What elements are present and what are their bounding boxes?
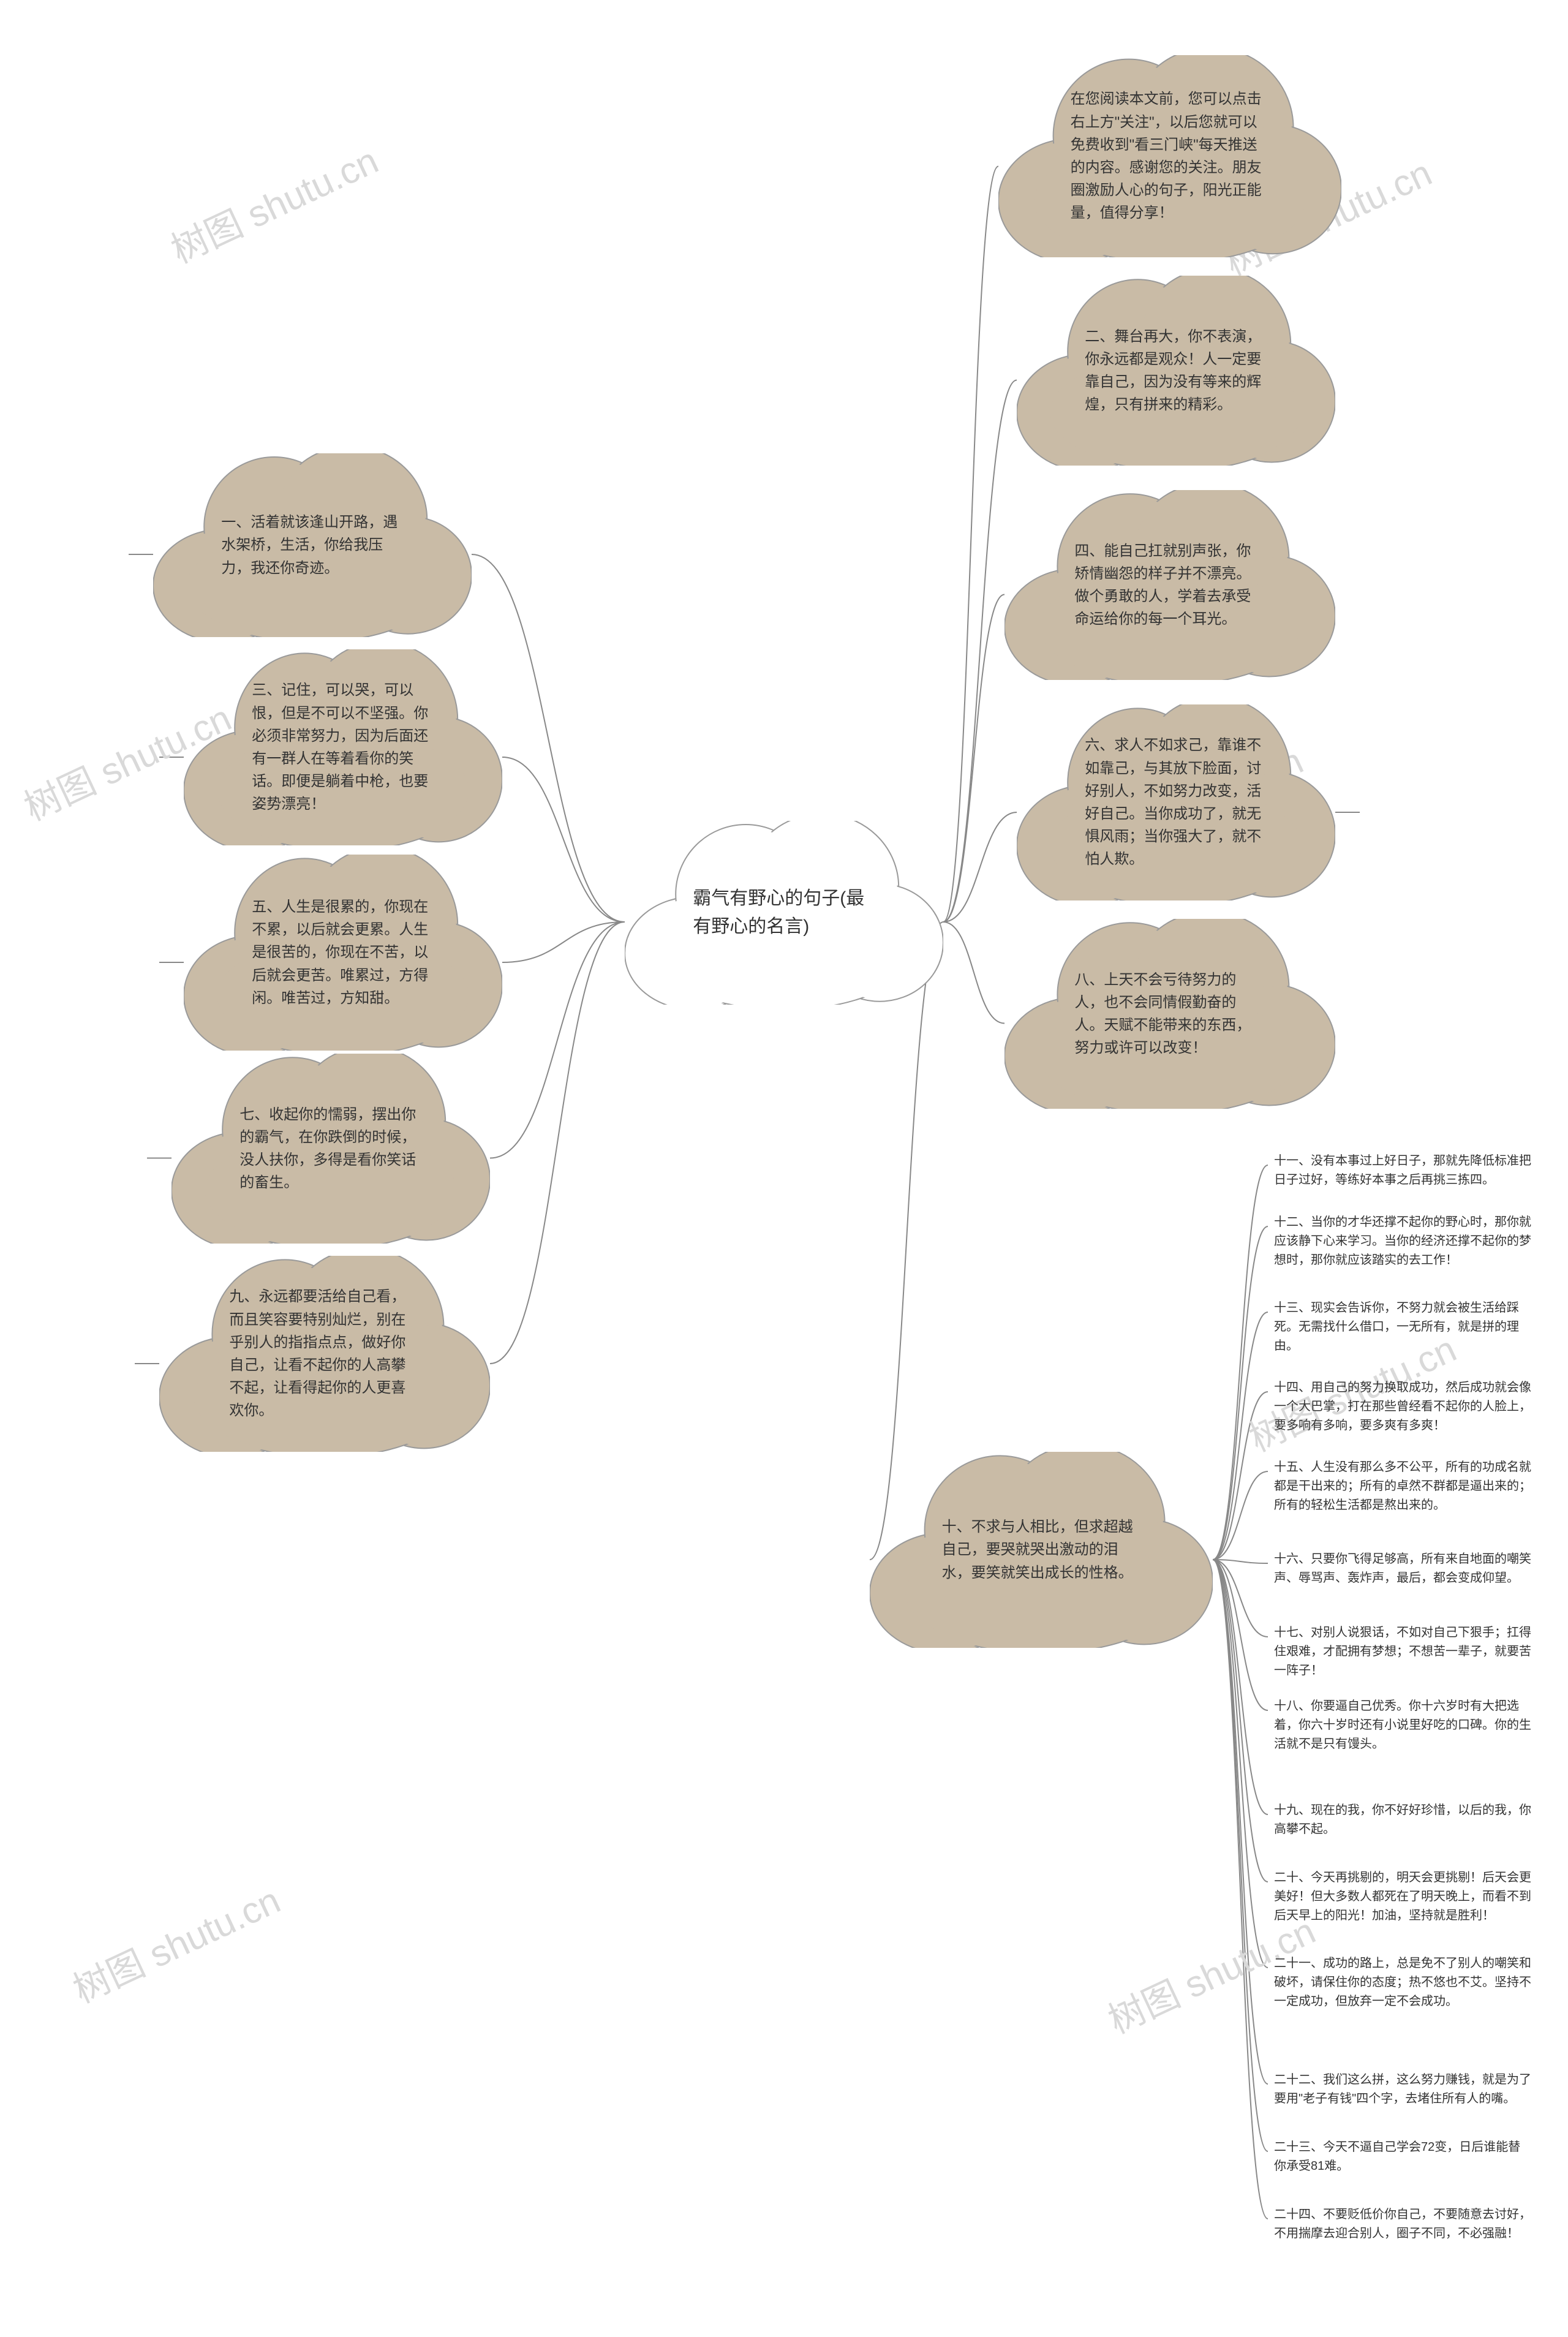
sub-node-15: 十五、人生没有那么多不公平，所有的功成名就都是干出来的；所有的卓然不群都是逼出来… [1274,1458,1531,1515]
sub-node-20: 二十、今天再挑剔的，明天会更挑剔！后天会更美好！但大多数人都死在了明天晚上，而看… [1274,1868,1531,1925]
edge [943,922,1005,1024]
sub-node-18: 十八、你要逼自己优秀。你十六岁时有大把选着，你六十岁时还有小说里好吃的口碑。你的… [1274,1697,1531,1754]
right-node-6-text: 十、不求与人相比，但求超越自己，要哭就哭出激动的泪水，要笑就笑出成长的性格。 [925,1508,1158,1591]
edge [1213,1560,1268,2219]
center-node-text: 霸气有野心的句子(最有野心的名言) [676,877,892,949]
edge [502,922,625,962]
right-node-1-text: 在您阅读本文前，您可以点击右上方"关注"，以后您就可以免费收到"看三门峡"每天推… [1054,80,1287,232]
edge [490,922,625,1364]
edge [1213,1392,1268,1560]
edge [1213,1312,1268,1560]
right-node-4: 六、求人不如求己，靠谁不如靠己，与其放下脸面，讨好别人，不如努力改变，活好自己。… [1017,704,1335,900]
edge [1213,1560,1268,1637]
sub-node-13: 十三、现实会告诉你，不努力就会被生活给踩死。无需找什么借口，一无所有，就是拼的理… [1274,1299,1531,1356]
left-node-2: 三、记住，可以哭，可以恨，但是不可以不坚强。你必须非常努力，因为后面还有一群人在… [184,649,502,845]
right-node-6: 十、不求与人相比，但求超越自己，要哭就哭出激动的泪水，要笑就笑出成长的性格。 [870,1452,1213,1648]
left-node-1: 一、活着就该逢山开路，遇水架桥，生活，你给我压力，我还你奇迹。 [153,453,472,637]
edge [1213,1560,1268,1563]
sub-node-22: 二十二、我们这么拼，这么努力赚钱，就是为了要用"老子有钱"四个字，去堵住所有人的… [1274,2071,1531,2109]
edge [1213,1165,1268,1560]
sub-node-16: 十六、只要你飞得足够高，所有来自地面的嘲笑声、辱骂声、轰炸声，最后，都会变成仰望… [1274,1550,1531,1588]
left-node-5-text: 九、永远都要活给自己看，而且笑容要特别灿烂，别在乎别人的指指点点，做好你自己，让… [212,1278,437,1429]
edge [1213,1560,1268,2151]
left-node-3-text: 五、人生是很累的，你现在不累，以后就会更累。人生是很苦的，你现在不苦，以后就会更… [235,888,451,1017]
sub-node-24: 二十四、不要贬低价你自己，不要随意去讨好，不用揣摩去迎合别人，圈子不同，不必强融… [1274,2205,1531,2243]
edge [943,812,1017,922]
left-node-4-text: 七、收起你的懦弱，摆出你的霸气，在你跌倒的时候，没人扶你，多得是看你笑话的畜生。 [222,1096,439,1202]
edge [1213,1560,1268,1710]
right-node-2-text: 二、舞台再大，你不表演，你永远都是观众！人一定要靠自己，因为没有等来的辉煌，只有… [1068,318,1284,424]
sub-node-23: 二十三、今天不逼自己学会72变，日后谁能替你承受81难。 [1274,2138,1531,2176]
right-node-2: 二、舞台再大，你不表演，你永远都是观众！人一定要靠自己，因为没有等来的辉煌，只有… [1017,276,1335,466]
mindmap-canvas: 树图 shutu.cn树图 shutu.cn树图 shutu.cn树图 shut… [0,0,1568,2337]
left-node-2-text: 三、记住，可以哭，可以恨，但是不可以不坚强。你必须非常努力，因为后面还有一群人在… [235,671,451,823]
edge [1213,1560,1268,2084]
edge [943,167,998,923]
right-node-3: 四、能自己扛就别声张，你矫情幽怨的样子并不漂亮。做个勇敢的人，学着去承受命运给你… [1005,490,1335,680]
edge [1213,1226,1268,1560]
sub-node-17: 十七、对别人说狠话，不如对自己下狠手；扛得住艰难，才配拥有梦想；不想苦一辈子，就… [1274,1623,1531,1680]
right-node-5: 八、上天不会亏待努力的人，也不会同情假勤奋的人。天赋不能带来的东西，努力或许可以… [1005,919,1335,1109]
right-node-1: 在您阅读本文前，您可以点击右上方"关注"，以后您就可以免费收到"看三门峡"每天推… [998,55,1341,257]
right-node-5-text: 八、上天不会亏待努力的人，也不会同情假勤奋的人。天赋不能带来的东西，努力或许可以… [1057,961,1282,1067]
edge [943,595,1005,923]
edge [1213,1560,1268,1882]
sub-node-12: 十二、当你的才华还撑不起你的野心时，那你就应该静下心来学习。当你的经济还撑不起你… [1274,1213,1531,1270]
edge [1213,1471,1268,1560]
right-node-3-text: 四、能自己扛就别声张，你矫情幽怨的样子并不漂亮。做个勇敢的人，学着去承受命运给你… [1057,532,1282,638]
left-node-5: 九、永远都要活给自己看，而且笑容要特别灿烂，别在乎别人的指指点点，做好你自己，让… [159,1256,490,1452]
watermark: 树图 shutu.cn [161,132,385,274]
sub-node-14: 十四、用自己的努力换取成功，然后成功就会像一个大巴掌，打在那些曾经看不起你的人脸… [1274,1378,1531,1435]
sub-node-11: 十一、没有本事过上好日子，那就先降低标准把日子过好，等练好本事之后再挑三拣四。 [1274,1152,1531,1190]
edge [502,757,625,922]
right-node-4-text: 六、求人不如求己，靠谁不如靠己，与其放下脸面，讨好别人，不如努力改变，活好自己。… [1068,727,1284,878]
sub-node-21: 二十一、成功的路上，总是免不了别人的嘲笑和破坏，请保住你的态度；热不悠也不艾。坚… [1274,1954,1531,2011]
watermark: 树图 shutu.cn [63,1871,287,2014]
left-node-1-text: 一、活着就该逢山开路，遇水架桥，生活，你给我压力，我还你奇迹。 [204,504,421,587]
left-node-3: 五、人生是很累的，你现在不累，以后就会更累。人生是很苦的，你现在不苦，以后就会更… [184,855,502,1051]
sub-node-19: 十九、现在的我，你不好好珍惜，以后的我，你高攀不起。 [1274,1801,1531,1839]
center-node: 霸气有野心的句子(最有野心的名言) [625,821,943,1005]
edge [1213,1560,1268,1814]
left-node-4: 七、收起你的懦弱，摆出你的霸气，在你跌倒的时候，没人扶你，多得是看你笑话的畜生。 [172,1054,490,1244]
edge [1213,1560,1268,1968]
edge [490,922,625,1158]
